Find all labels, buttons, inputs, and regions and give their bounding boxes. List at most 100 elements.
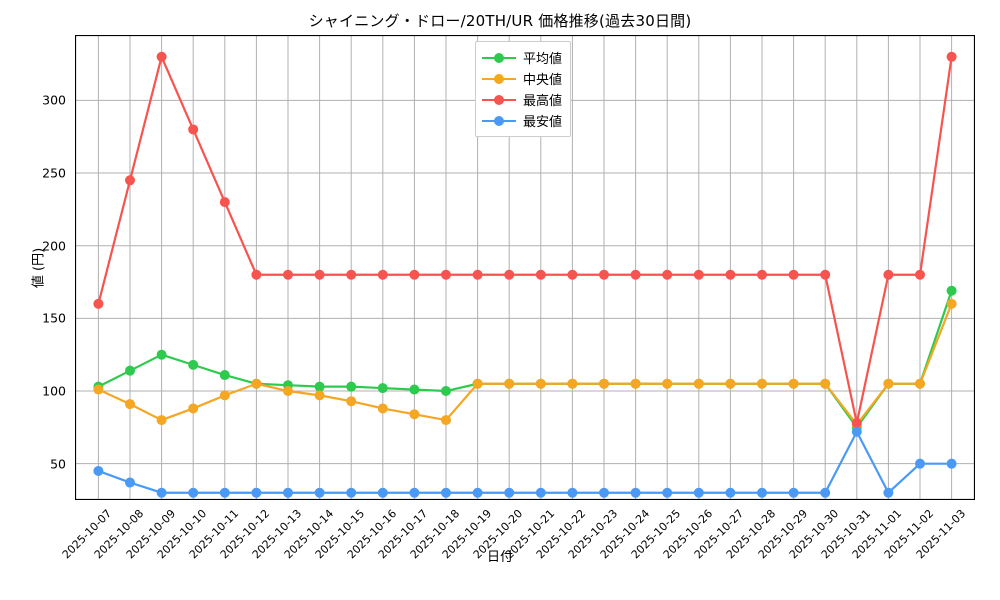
- data-point-marker: [883, 378, 894, 389]
- data-point-marker: [125, 477, 135, 488]
- data-point-marker: [188, 487, 199, 498]
- plot-area: 50 100 150 200 250 300 2025-10-07 2025-10-08 20…: [32, 35, 975, 561]
- data-point-marker: [377, 403, 388, 414]
- data-point-marker: [757, 269, 767, 280]
- data-point-marker: [883, 487, 894, 498]
- data-point-marker: [219, 390, 230, 401]
- y-tick-label: 300: [42, 92, 66, 108]
- data-point-marker: [851, 417, 862, 428]
- data-point-marker: [409, 487, 420, 498]
- data-point-marker: [535, 378, 546, 389]
- data-point-marker: [693, 269, 704, 280]
- data-point-marker: [915, 269, 925, 280]
- y-axis-label: 値 (円): [31, 247, 47, 288]
- legend-item-2[interactable]: 最高値: [482, 89, 562, 110]
- data-point-marker: [93, 298, 104, 309]
- data-point-marker: [662, 269, 673, 280]
- legend-swatch-icon: [482, 72, 516, 86]
- data-point-marker: [472, 487, 483, 498]
- data-point-marker: [946, 51, 957, 62]
- series-line-2: [97, 55, 953, 425]
- data-point-marker: [630, 269, 641, 280]
- data-point-marker: [188, 359, 199, 370]
- data-point-marker: [630, 487, 641, 498]
- series-line-1: [97, 302, 953, 426]
- legend-label: 最高値: [523, 94, 563, 109]
- data-point-marker: [314, 381, 325, 392]
- data-point-marker: [188, 124, 199, 135]
- data-point-marker: [125, 399, 135, 410]
- data-point-marker: [725, 378, 736, 389]
- data-point-marker: [93, 465, 104, 476]
- legend-label: 平均値: [523, 52, 563, 67]
- data-point-marker: [251, 487, 262, 498]
- data-point-marker: [599, 269, 609, 280]
- data-point-marker: [377, 383, 388, 394]
- data-point-marker: [693, 378, 704, 389]
- data-point-marker: [125, 175, 135, 186]
- data-point-marker: [946, 458, 957, 469]
- data-point-marker: [915, 458, 925, 469]
- series-line-0: [97, 289, 953, 429]
- legend-item-1[interactable]: 中央値: [482, 68, 562, 89]
- data-point-marker: [472, 269, 483, 280]
- data-point-marker: [219, 487, 230, 498]
- data-point-marker: [915, 378, 925, 389]
- data-point-marker: [283, 269, 293, 280]
- data-point-marker: [251, 378, 262, 389]
- data-point-marker: [441, 386, 451, 397]
- data-point-marker: [125, 365, 135, 376]
- x-axis-label: 日付: [486, 550, 513, 565]
- legend-label: 中央値: [523, 73, 563, 88]
- y-tick-label: 150: [42, 310, 66, 326]
- data-point-marker: [662, 378, 673, 389]
- data-point-marker: [535, 269, 546, 280]
- data-point-marker: [93, 384, 104, 395]
- data-point-marker: [346, 487, 357, 498]
- data-point-marker: [346, 381, 357, 392]
- y-tick-label: 50: [50, 456, 66, 472]
- data-point-marker: [156, 51, 167, 62]
- data-point-marker: [377, 269, 388, 280]
- data-point-marker: [504, 378, 515, 389]
- data-point-marker: [346, 396, 357, 407]
- data-point-marker: [504, 487, 515, 498]
- data-point-marker: [851, 426, 862, 437]
- y-tick-label: 250: [42, 165, 66, 181]
- data-point-marker: [283, 386, 293, 397]
- data-point-marker: [599, 378, 609, 389]
- data-point-marker: [472, 378, 483, 389]
- data-point-marker: [346, 269, 357, 280]
- legend-swatch-icon: [482, 93, 516, 107]
- data-point-marker: [156, 415, 167, 426]
- data-point-marker: [946, 285, 957, 296]
- plot-canvas: [75, 35, 975, 500]
- data-point-marker: [725, 487, 736, 498]
- y-tick-label: 200: [42, 238, 66, 254]
- data-point-marker: [409, 384, 420, 395]
- data-point-marker: [567, 269, 578, 280]
- data-point-marker: [820, 269, 831, 280]
- legend-item-0[interactable]: 平均値: [482, 47, 562, 68]
- data-point-marker: [567, 378, 578, 389]
- data-point-marker: [441, 415, 451, 426]
- legend-label: 最安値: [523, 115, 563, 130]
- data-point-marker: [693, 487, 704, 498]
- data-point-marker: [820, 487, 831, 498]
- data-point-marker: [314, 390, 325, 401]
- data-point-marker: [409, 409, 420, 420]
- data-point-marker: [441, 269, 451, 280]
- legend-item-3[interactable]: 最安値: [482, 110, 562, 131]
- data-point-marker: [725, 269, 736, 280]
- plot-border: [75, 35, 975, 500]
- data-point-marker: [377, 487, 388, 498]
- data-point-marker: [251, 269, 262, 280]
- data-point-marker: [156, 487, 167, 498]
- data-point-marker: [314, 487, 325, 498]
- data-series-group: [93, 51, 957, 498]
- data-point-marker: [820, 378, 831, 389]
- data-point-marker: [757, 378, 767, 389]
- legend-swatch-icon: [482, 114, 516, 128]
- data-point-marker: [283, 487, 293, 498]
- chart-legend: 平均値中央値最高値最安値: [475, 41, 572, 137]
